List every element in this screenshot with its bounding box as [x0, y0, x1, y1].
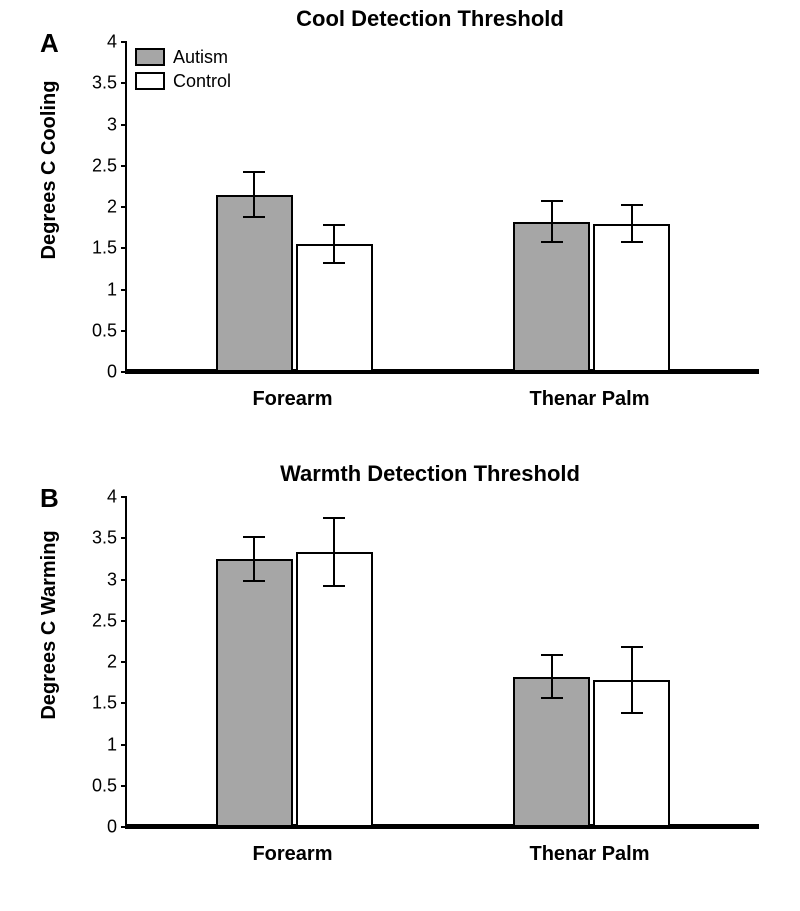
error-cap: [243, 216, 265, 218]
y-tick-label: 2: [107, 197, 117, 218]
y-tick-label: 0: [107, 362, 117, 383]
error-cap: [243, 171, 265, 173]
y-tick-label: 2.5: [92, 155, 117, 176]
y-tick-label: 2.5: [92, 610, 117, 631]
plot-area: 00.511.522.533.54: [125, 42, 759, 374]
y-tick-label: 3.5: [92, 73, 117, 94]
error-cap: [323, 585, 345, 587]
plot-area: 00.511.522.533.54: [125, 497, 759, 829]
x-tick-label: Forearm: [192, 388, 392, 411]
error-bar: [333, 225, 335, 263]
error-cap: [323, 517, 345, 519]
y-tick: [121, 785, 127, 787]
error-cap: [541, 241, 563, 243]
legend-label: Autism: [173, 48, 228, 66]
y-tick: [121, 206, 127, 208]
panel-A: ACool Detection ThresholdDegrees C Cooli…: [0, 0, 800, 455]
y-tick: [121, 537, 127, 539]
bar: [216, 195, 293, 372]
y-tick: [121, 247, 127, 249]
y-tick-label: 0.5: [92, 775, 117, 796]
y-tick: [121, 330, 127, 332]
y-tick-label: 1: [107, 279, 117, 300]
y-tick: [121, 289, 127, 291]
y-tick: [121, 124, 127, 126]
y-tick: [121, 826, 127, 828]
y-tick: [121, 41, 127, 43]
legend-item: Autism: [135, 48, 231, 66]
y-tick: [121, 702, 127, 704]
y-tick: [121, 579, 127, 581]
error-cap: [541, 697, 563, 699]
y-tick: [121, 744, 127, 746]
error-cap: [621, 712, 643, 714]
y-tick-label: 3: [107, 569, 117, 590]
y-tick: [121, 165, 127, 167]
error-bar: [551, 655, 553, 698]
y-tick-label: 2: [107, 652, 117, 673]
y-axis-label: Degrees C Cooling: [38, 40, 61, 300]
bar: [593, 224, 670, 373]
y-tick-label: 1.5: [92, 238, 117, 259]
legend: Autism Control: [135, 48, 231, 90]
y-tick: [121, 661, 127, 663]
y-tick-label: 4: [107, 32, 117, 53]
error-cap: [621, 204, 643, 206]
error-cap: [323, 262, 345, 264]
bar: [296, 552, 373, 827]
x-tick-label: Forearm: [192, 843, 392, 866]
bar: [513, 222, 590, 372]
y-tick-label: 1.5: [92, 693, 117, 714]
error-cap: [621, 646, 643, 648]
bar: [513, 677, 590, 827]
figure: ACool Detection ThresholdDegrees C Cooli…: [0, 0, 800, 911]
error-cap: [541, 654, 563, 656]
error-cap: [243, 580, 265, 582]
error-cap: [323, 224, 345, 226]
panel-B: BWarmth Detection ThresholdDegrees C War…: [0, 455, 800, 911]
error-bar: [631, 647, 633, 713]
legend-swatch: [135, 48, 165, 66]
x-tick-label: Thenar Palm: [490, 843, 690, 866]
y-tick-label: 0.5: [92, 320, 117, 341]
y-tick-label: 1: [107, 734, 117, 755]
legend-label: Control: [173, 72, 231, 90]
x-tick-label: Thenar Palm: [490, 388, 690, 411]
error-cap: [243, 536, 265, 538]
error-bar: [333, 518, 335, 586]
y-tick-label: 4: [107, 487, 117, 508]
legend-item: Control: [135, 72, 231, 90]
error-cap: [541, 200, 563, 202]
error-cap: [621, 241, 643, 243]
y-tick: [121, 82, 127, 84]
y-tick: [121, 620, 127, 622]
bar: [216, 559, 293, 827]
legend-swatch: [135, 72, 165, 90]
chart-title: Warmth Detection Threshold: [200, 461, 660, 487]
error-bar: [631, 205, 633, 241]
y-tick: [121, 371, 127, 373]
error-bar: [253, 537, 255, 582]
y-tick-label: 3: [107, 114, 117, 135]
chart-title: Cool Detection Threshold: [200, 6, 660, 32]
y-axis-label: Degrees C Warming: [38, 489, 61, 761]
error-bar: [253, 172, 255, 217]
y-tick-label: 0: [107, 817, 117, 838]
y-tick-label: 3.5: [92, 528, 117, 549]
y-tick: [121, 496, 127, 498]
error-bar: [551, 201, 553, 242]
